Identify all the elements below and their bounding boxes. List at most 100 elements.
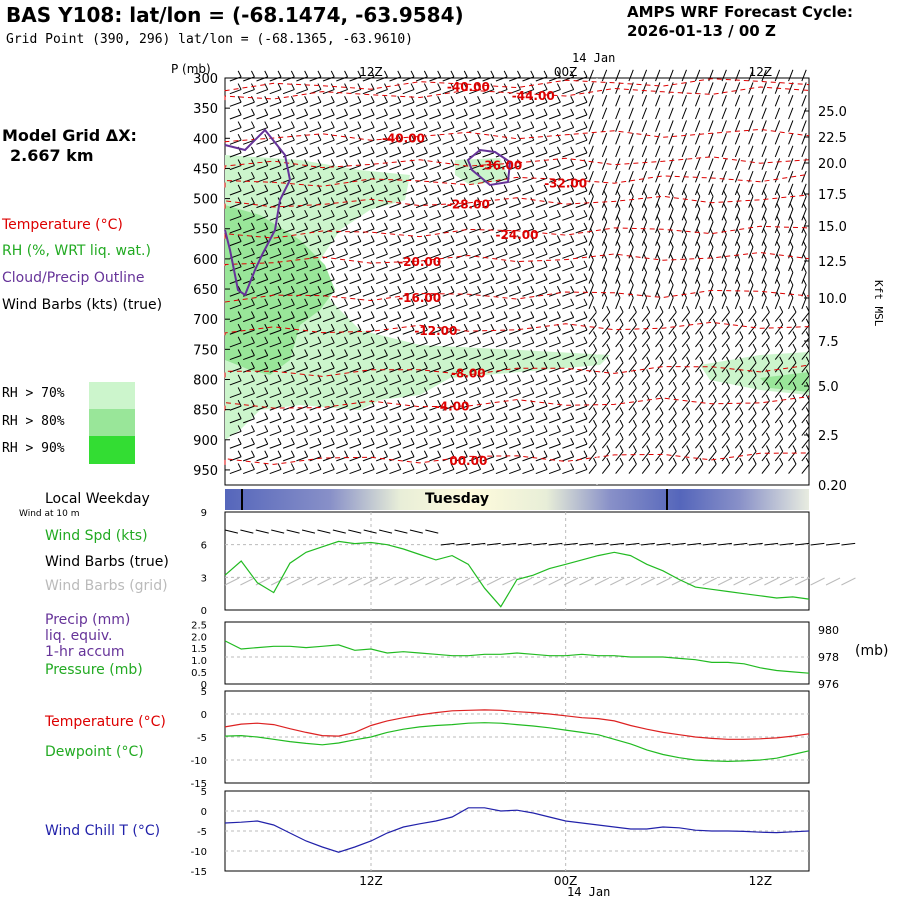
wind-barb-flag (503, 387, 508, 394)
wind-barb (336, 468, 348, 475)
wind-barb (402, 228, 415, 234)
wind-barb-flag (603, 215, 608, 223)
wind-barb (668, 400, 677, 411)
wind-barb (376, 101, 388, 107)
wind-barb (734, 120, 741, 132)
wind-barb (535, 468, 548, 475)
wind-barb-flag (423, 96, 428, 103)
wind-barb-flag (384, 96, 388, 103)
wind-barb (535, 443, 548, 449)
wind-barb-flag (805, 381, 810, 389)
wind-barb (322, 177, 335, 183)
wind-barb-flag (463, 171, 468, 179)
wind-barb-flag (397, 70, 402, 78)
wind-barb (482, 392, 495, 399)
value-tick: -5 (197, 733, 207, 744)
pressure-value-tick: 976 (818, 678, 839, 691)
wind-barb-flag (370, 463, 375, 470)
wind-barb (761, 82, 767, 94)
wind-barb (641, 234, 648, 246)
wind-barb (495, 190, 508, 196)
wind-barb (655, 413, 664, 424)
wind-barb (522, 418, 534, 424)
wind-barb-flag (503, 184, 508, 192)
wind-barb (668, 438, 677, 449)
wind-barb-flag (410, 349, 415, 356)
wind-barb (681, 451, 690, 462)
wind-barb (349, 266, 362, 272)
wind-barb-flag (722, 291, 727, 298)
wind-barb (588, 132, 594, 145)
wind-barb (309, 405, 322, 411)
grid-wind-barb (640, 577, 656, 586)
wind-barb-flag (643, 215, 648, 223)
wind-barb-flag (290, 260, 295, 268)
wind-barb-flag (503, 108, 508, 116)
wind-barb (242, 241, 255, 247)
wind-barb (256, 418, 268, 424)
wind-barb (309, 456, 322, 462)
cloud-outlines (224, 128, 512, 297)
wind-barb (455, 418, 468, 424)
wind-barb-flag (699, 445, 704, 452)
wind-barb (362, 203, 375, 209)
wind-barb (615, 120, 621, 132)
wind-barb-flag (384, 349, 388, 356)
wind-barb-flag (603, 190, 608, 197)
wind-barb-flag (370, 247, 375, 255)
wind-barb (376, 392, 388, 399)
wind-barb-flag (370, 184, 375, 192)
grid-wind-barb (671, 577, 687, 586)
wind-barb-flag (437, 374, 442, 382)
wind-barb-flag (370, 121, 375, 128)
bottom-time-labels: 12Z 00Z 12Z (359, 874, 772, 888)
wind-barb (336, 127, 348, 133)
pressure-axis-title: P (mb) (171, 62, 211, 76)
wind-barb (628, 234, 634, 246)
wind-barb (721, 158, 727, 170)
surface-wind-barb (440, 542, 455, 546)
wind-barb (588, 158, 594, 170)
wind-barb-flag (749, 202, 754, 210)
wind-barb (761, 94, 767, 107)
wind-barb-flag (330, 412, 335, 420)
wind-barb-flag (589, 240, 594, 248)
wind-barb-flag (583, 235, 588, 242)
wind-barb (588, 324, 597, 335)
wind-barb-flag (739, 419, 744, 427)
wind-barb-flag (290, 209, 295, 217)
wind-barb (336, 114, 348, 120)
wind-barb-flag (583, 222, 588, 230)
wind-barb (655, 284, 661, 297)
wind-barb (495, 266, 508, 272)
wind-barb-flag (463, 222, 468, 230)
wind-barb-flag (384, 171, 388, 179)
wind-barb-flag (530, 171, 535, 179)
wind-barb-flag (712, 331, 717, 338)
wind-barb (748, 438, 757, 449)
wind-barb-flag (805, 445, 810, 452)
wind-barb-flag (370, 298, 375, 306)
wind-barb-flag (556, 463, 561, 470)
wind-barb-flag (646, 445, 651, 452)
wind-barb (734, 387, 744, 398)
wind-barb-flag (543, 425, 548, 432)
wind-barb (668, 349, 677, 360)
wind-barb (774, 94, 781, 107)
wind-barb (708, 145, 714, 158)
wind-barb-flag (669, 228, 674, 235)
wind-barb (349, 443, 362, 449)
wind-barb-flag (517, 298, 521, 306)
wind-barb (615, 387, 624, 398)
wind-barb (495, 317, 508, 323)
wind-barb (322, 165, 335, 171)
wind-barb (309, 139, 322, 145)
wind-barb-flag (410, 412, 415, 420)
wind-barb-flag (776, 202, 781, 210)
wind-barb (495, 127, 508, 133)
wind-barb (548, 152, 561, 158)
wind-barb (734, 132, 741, 145)
wind-barb-flag (583, 336, 588, 344)
wind-barb-flag (490, 311, 495, 318)
wind-barb (641, 221, 648, 234)
